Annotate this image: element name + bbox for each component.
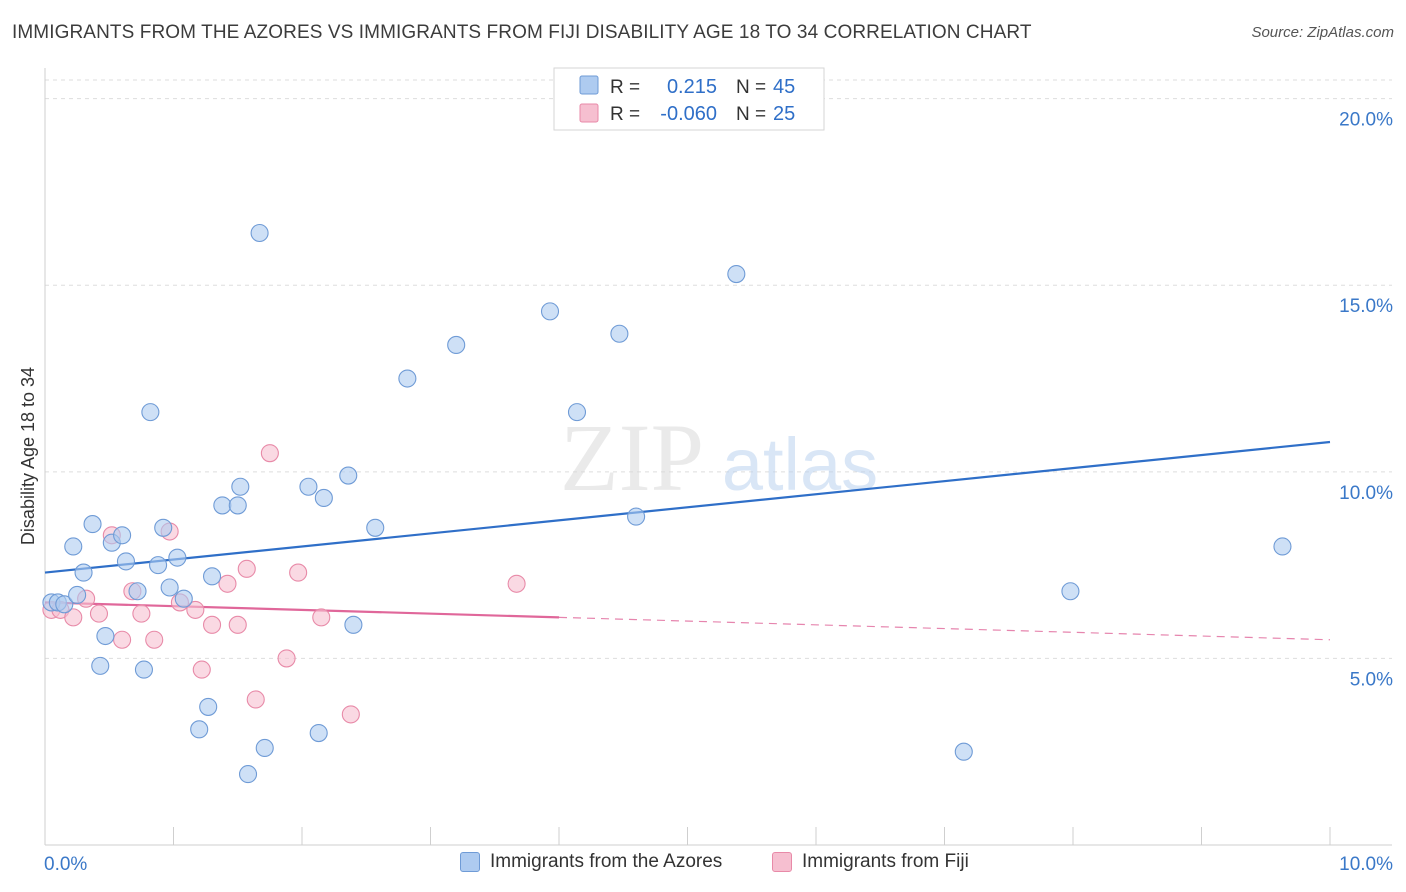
data-point-azores [68, 585, 87, 605]
trend-line-fiji [44, 601, 560, 619]
legend-r-label-azores: R = [610, 77, 640, 98]
legend-n-value-azores: 45 [773, 76, 795, 98]
data-point-fiji [260, 444, 279, 463]
data-point-azores [168, 548, 187, 567]
data-point-azores [154, 518, 173, 537]
legend-r-label-fiji: R = [610, 104, 640, 125]
data-point-azores [727, 264, 746, 284]
data-point-fiji [132, 604, 151, 623]
data-point-azores [299, 477, 318, 496]
data-point-azores [1061, 582, 1080, 601]
data-point-azores [83, 515, 102, 534]
data-point-azores [160, 578, 179, 597]
data-point-azores [231, 477, 250, 496]
legend-n-label-azores: N = [736, 77, 766, 98]
y-tick-label: 5.0% [1350, 669, 1393, 690]
trend-lines [44, 440, 1331, 641]
data-point-azores [1273, 537, 1292, 556]
data-point-fiji [192, 660, 211, 679]
data-point-fiji [145, 630, 164, 649]
data-point-azores [250, 223, 269, 243]
data-point-fiji [218, 574, 237, 593]
data-point-azores [64, 537, 83, 556]
data-point-azores [91, 656, 110, 675]
y-tick-label: 15.0% [1339, 296, 1393, 317]
data-point-azores [74, 563, 93, 582]
x-tick-label: 0.0% [44, 854, 87, 875]
chart-title: IMMIGRANTS FROM THE AZORES VS IMMIGRANTS… [12, 22, 1032, 43]
data-point-azores [199, 697, 218, 716]
legend-label-fiji: Immigrants from Fiji [802, 851, 969, 872]
data-point-azores [366, 518, 385, 537]
data-point-azores [344, 615, 363, 634]
y-tick-label: 20.0% [1339, 110, 1393, 131]
data-point-azores [141, 403, 160, 422]
data-point-azores [954, 742, 973, 761]
legend-item-fiji: Immigrants from Fiji [772, 851, 969, 873]
legend-n-label-fiji: N = [736, 104, 766, 125]
legend-item-azores: Immigrants from the Azores [460, 851, 722, 873]
watermark-zip: ZIP [560, 404, 704, 511]
data-point-fiji [228, 615, 247, 634]
data-point-fiji [277, 649, 296, 668]
chart-source: Source: ZipAtlas.com [1251, 24, 1394, 41]
legend-swatch-azores [579, 75, 599, 95]
data-point-fiji [186, 600, 205, 619]
data-point-azores [627, 507, 646, 526]
data-point-fiji [312, 608, 331, 627]
trend-line-fiji-dashed [558, 616, 1331, 641]
data-point-fiji [89, 604, 109, 623]
data-point-azores [55, 595, 74, 614]
legend-label-azores: Immigrants from the Azores [490, 851, 723, 872]
data-point-azores [174, 589, 193, 608]
data-point-azores [96, 626, 115, 646]
data-point-azores [447, 335, 466, 355]
legend-r-value-azores: 0.215 [667, 76, 717, 98]
data-point-azores [213, 496, 232, 515]
trend-line-azores [44, 440, 1331, 574]
data-point-azores [116, 552, 136, 571]
y-tick-label: 10.0% [1339, 483, 1393, 504]
watermark: ZIP atlas [560, 404, 878, 511]
data-point-azores [567, 403, 587, 422]
data-point-azores [228, 496, 247, 515]
data-point-azores [128, 582, 147, 601]
data-points [42, 223, 1292, 784]
data-point-fiji [289, 563, 308, 582]
data-point-fiji [203, 615, 222, 634]
data-point-fiji [246, 690, 265, 709]
legend-n-value-fiji: 25 [773, 103, 795, 125]
stats-legend: R = 0.215 N = 45 R = -0.060 N = 25 [553, 67, 825, 131]
legend-swatch-fiji-bottom [772, 852, 792, 872]
data-point-azores [309, 723, 328, 743]
data-point-azores [113, 526, 132, 545]
data-point-azores [339, 466, 358, 485]
legend-r-value-fiji: -0.060 [660, 103, 717, 125]
data-point-fiji [507, 574, 526, 593]
data-point-azores [398, 369, 417, 388]
data-point-azores [540, 302, 560, 321]
x-tick-label: 10.0% [1339, 854, 1393, 875]
y-axis-label: Disability Age 18 to 34 [18, 367, 38, 545]
axes [44, 68, 1392, 846]
tick-labels: 5.0% 10.0% 15.0% 20.0% 0.0% 10.0% [44, 110, 1393, 875]
data-point-fiji [341, 705, 360, 724]
data-point-fiji [113, 630, 132, 649]
data-point-azores [149, 556, 168, 575]
legend-swatch-azores-bottom [460, 852, 480, 872]
data-point-fiji [64, 608, 83, 627]
data-point-azores [255, 738, 274, 758]
data-point-fiji [237, 559, 256, 578]
data-point-azores [203, 567, 222, 586]
legend-swatch-fiji [579, 103, 599, 123]
data-point-azores [610, 324, 629, 343]
data-point-azores [238, 765, 258, 784]
data-point-azores [134, 660, 153, 679]
data-point-azores [314, 488, 333, 508]
watermark-atlas: atlas [722, 423, 878, 506]
data-point-azores [190, 720, 209, 739]
